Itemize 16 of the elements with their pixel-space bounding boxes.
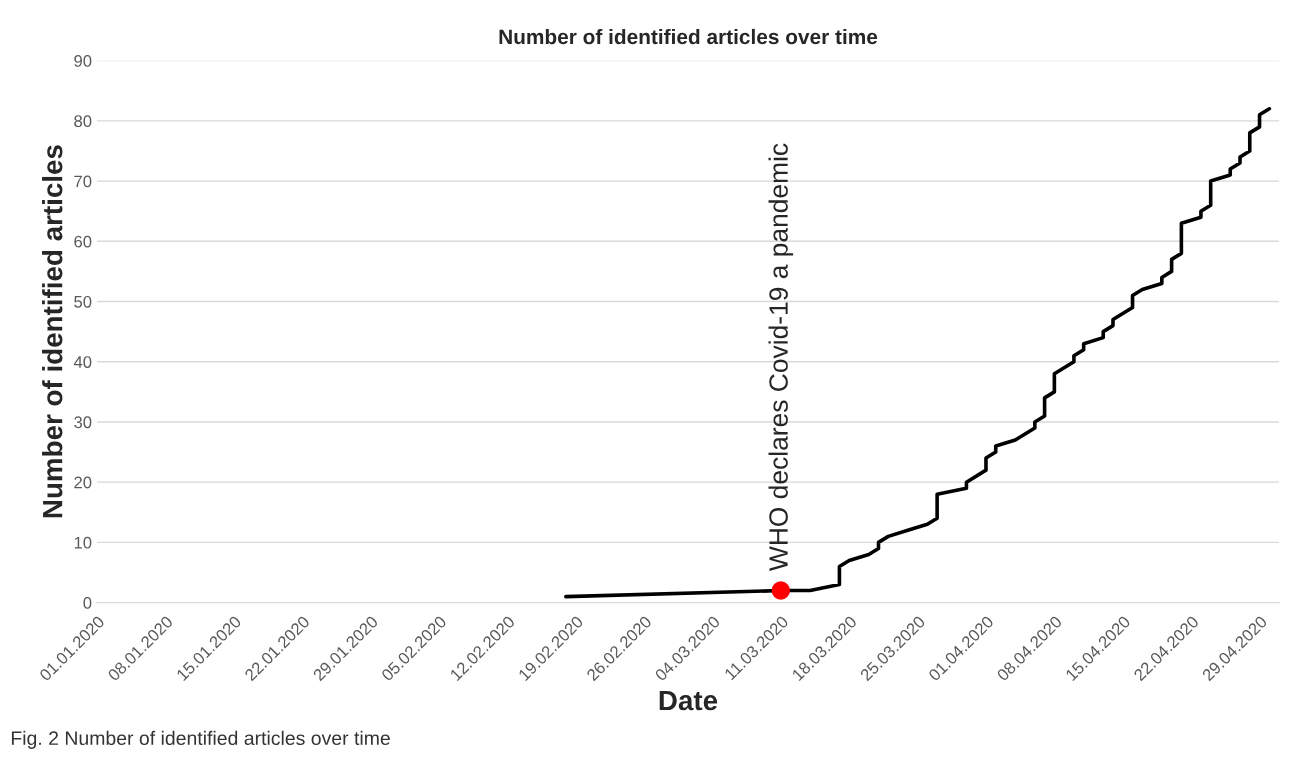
y-tick-label: 0 [83,597,92,609]
y-tick-label: 70 [74,175,92,188]
y-tick-label: 60 [74,235,92,248]
y-tick-label: 30 [74,416,92,429]
y-tick-label: 90 [74,55,92,67]
x-axis-title: Date [659,690,718,711]
y-tick-label: 50 [74,295,92,308]
y-tick-label: 10 [74,536,92,549]
y-tick-label: 80 [74,115,92,128]
y-tick-label: 40 [73,356,92,368]
y-axis-title: Number of identified articles [42,145,63,518]
caption: Fig. 2 Number of identified articles over time [11,730,390,749]
line-series [564,107,1272,599]
chart-title: Number of identified articles over time [499,28,878,45]
y-tick-label: 20 [74,476,92,489]
annotation: WHO declares Covid-19 a pandemic [768,143,794,572]
